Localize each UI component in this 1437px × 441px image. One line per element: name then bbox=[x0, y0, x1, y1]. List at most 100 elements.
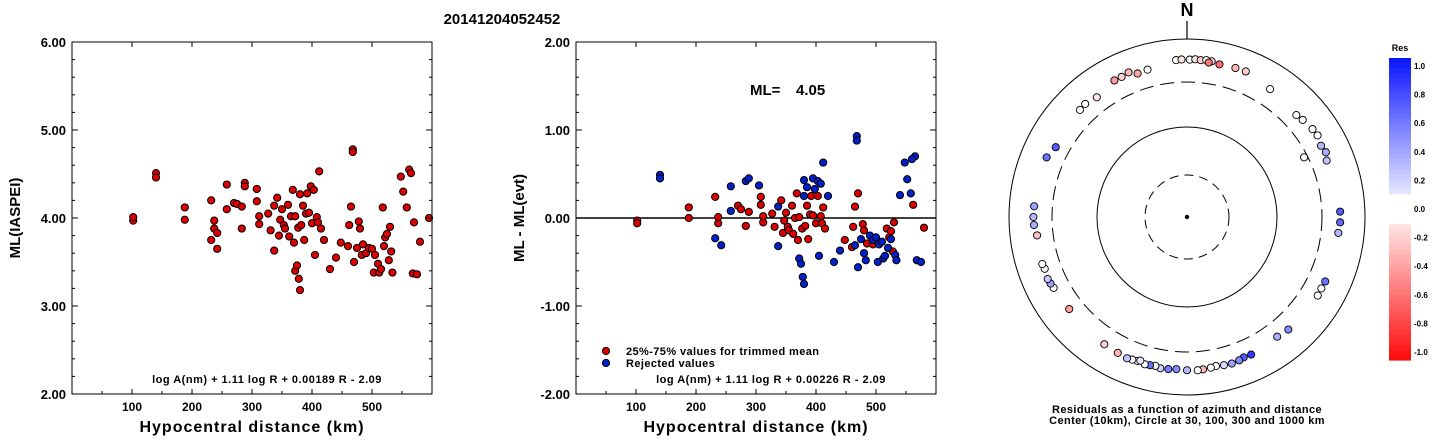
station-point bbox=[1193, 366, 1202, 375]
station-point bbox=[1215, 60, 1224, 69]
colorbar-cell bbox=[1389, 138, 1411, 145]
data-point bbox=[711, 192, 720, 201]
colorbar-tick-label: -0.2 bbox=[1414, 234, 1428, 243]
data-point bbox=[859, 226, 869, 235]
data-point bbox=[799, 279, 809, 289]
data-point bbox=[379, 242, 389, 251]
station-point bbox=[1081, 99, 1090, 108]
data-point bbox=[756, 200, 765, 209]
data-point bbox=[852, 136, 861, 145]
station-point bbox=[1308, 125, 1317, 134]
data-point bbox=[409, 218, 419, 227]
x-tick-label: 200 bbox=[686, 400, 706, 414]
data-point bbox=[814, 251, 824, 260]
data-point bbox=[880, 251, 890, 260]
colorbar-cell bbox=[1389, 324, 1411, 331]
station-point bbox=[1266, 85, 1275, 94]
data-point bbox=[754, 181, 764, 190]
north-label: N bbox=[1181, 0, 1194, 20]
x-axis-label: Hypocentral distance (km) bbox=[643, 419, 868, 436]
station-point bbox=[1100, 340, 1109, 349]
data-point bbox=[304, 208, 314, 217]
data-point bbox=[349, 257, 359, 267]
data-point bbox=[819, 158, 828, 167]
station-point bbox=[1321, 148, 1330, 157]
colorbar-tick-label: -0.8 bbox=[1414, 319, 1428, 328]
data-point bbox=[801, 221, 810, 231]
data-point bbox=[823, 191, 833, 201]
data-point bbox=[892, 256, 901, 265]
data-point bbox=[774, 202, 783, 211]
data-point bbox=[266, 226, 275, 235]
station-point bbox=[1075, 105, 1084, 114]
legend-label: Rejected values bbox=[626, 358, 715, 370]
colorbar-cell bbox=[1389, 188, 1411, 195]
data-point bbox=[835, 246, 845, 255]
data-point bbox=[336, 238, 345, 247]
data-point bbox=[354, 217, 363, 226]
station-point bbox=[1241, 67, 1250, 76]
data-point bbox=[129, 213, 138, 222]
colorbar-cell bbox=[1389, 58, 1411, 64]
colorbar-tick-label: 0.6 bbox=[1414, 119, 1426, 128]
data-point bbox=[252, 184, 261, 194]
data-point bbox=[714, 213, 723, 222]
station-point bbox=[1334, 228, 1343, 237]
colorbar-cell bbox=[1389, 294, 1411, 301]
station-point bbox=[1336, 207, 1345, 216]
data-point bbox=[316, 224, 326, 233]
x-axis-label: Hypocentral distance (km) bbox=[139, 419, 364, 436]
y-tick-label: 0.00 bbox=[545, 211, 570, 226]
data-point bbox=[345, 220, 354, 230]
data-point bbox=[348, 147, 357, 157]
caption-line-1: Residuals as a function of azimuth and d… bbox=[1052, 404, 1322, 416]
data-point bbox=[799, 176, 809, 185]
station-point bbox=[1247, 350, 1256, 359]
data-point bbox=[883, 243, 893, 253]
data-point bbox=[402, 203, 411, 212]
data-point bbox=[207, 235, 216, 245]
data-point bbox=[633, 219, 642, 228]
colorbar-cell bbox=[1389, 279, 1411, 286]
colorbar-cell bbox=[1389, 193, 1411, 200]
colorbar-cell bbox=[1389, 118, 1411, 125]
colorbar-cell bbox=[1389, 178, 1411, 185]
colorbar-cell bbox=[1389, 309, 1411, 316]
data-point bbox=[795, 213, 804, 222]
data-point bbox=[798, 272, 807, 282]
figure-title: 20141204052452 bbox=[444, 11, 561, 28]
y-axis-label: ML - ML(evt) bbox=[511, 174, 528, 262]
data-point bbox=[358, 240, 368, 249]
station-point bbox=[1172, 365, 1181, 374]
station-point bbox=[1292, 111, 1301, 120]
data-point bbox=[303, 189, 312, 198]
colorbar-tick-label: 1.0 bbox=[1414, 62, 1426, 71]
data-point bbox=[768, 209, 777, 218]
data-point bbox=[180, 203, 189, 212]
colorbar-cell bbox=[1389, 349, 1411, 356]
plot-frame bbox=[71, 41, 433, 395]
data-point bbox=[759, 212, 768, 221]
data-point bbox=[277, 205, 287, 214]
colorbar-tick-label: -1.0 bbox=[1414, 348, 1428, 357]
data-point bbox=[726, 206, 735, 216]
data-point bbox=[399, 187, 408, 196]
data-point bbox=[726, 182, 735, 191]
x-tick-label: 100 bbox=[626, 400, 646, 414]
colorbar-cell bbox=[1389, 354, 1411, 361]
y-axis-label: ML(IASPEI) bbox=[7, 178, 24, 259]
data-point bbox=[655, 174, 665, 183]
station-point bbox=[1133, 69, 1142, 78]
station-point bbox=[1227, 359, 1236, 368]
x-tick-label: 500 bbox=[362, 400, 382, 414]
colorbar-cell bbox=[1389, 209, 1411, 215]
data-point bbox=[907, 154, 917, 164]
data-point bbox=[744, 174, 753, 183]
station-point bbox=[1313, 291, 1322, 300]
data-point bbox=[274, 231, 284, 240]
colorbar-cell bbox=[1389, 274, 1411, 281]
station-point bbox=[1182, 366, 1192, 375]
data-point bbox=[378, 203, 387, 212]
data-point bbox=[909, 200, 918, 209]
colorbar-cell bbox=[1389, 113, 1411, 119]
